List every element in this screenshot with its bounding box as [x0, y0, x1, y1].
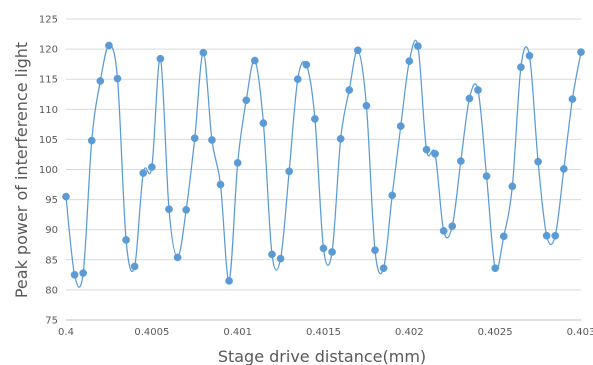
- data-point: [379, 264, 388, 273]
- data-point: [353, 46, 362, 55]
- data-point: [542, 231, 551, 240]
- x-tick-label: 0.4005: [134, 327, 169, 338]
- data-point: [371, 246, 379, 255]
- y-tick-label: 80: [45, 285, 58, 296]
- data-point: [302, 60, 311, 69]
- y-tick-label: 105: [39, 135, 58, 146]
- data-point: [182, 205, 191, 214]
- gridlines: [66, 18, 581, 291]
- data-point: [439, 227, 448, 235]
- tick-labels: 75 80 85 90 95 100 105 110 115 120 125 0.4 0.4005 0.4…: [39, 15, 593, 339]
- data-point: [388, 191, 397, 200]
- data-point: [70, 271, 79, 279]
- data-point: [242, 96, 251, 105]
- data-point: [139, 169, 148, 177]
- data-point: [491, 264, 500, 273]
- y-tick-label: 115: [39, 75, 58, 86]
- data-point: [508, 182, 517, 191]
- data-point: [199, 48, 208, 57]
- data-point: [122, 236, 130, 244]
- x-tick-label: 0.4025: [478, 327, 513, 338]
- data-point: [293, 75, 302, 84]
- data-point: [474, 86, 482, 94]
- data-point: [525, 51, 534, 60]
- y-tick-label: 120: [39, 45, 58, 56]
- data-point: [225, 277, 233, 285]
- data-point: [336, 134, 345, 143]
- data-point: [499, 232, 508, 241]
- data-point: [190, 134, 199, 143]
- data-point: [568, 95, 577, 103]
- data-point: [422, 145, 431, 154]
- data-point: [105, 41, 113, 50]
- data-point: [156, 54, 165, 63]
- data-point: [216, 180, 225, 189]
- series-layer: [62, 39, 585, 288]
- x-tick-label: 0.4: [58, 327, 74, 338]
- data-point: [465, 94, 474, 103]
- y-tick-label: 110: [39, 105, 58, 116]
- data-point: [173, 253, 182, 262]
- data-point: [362, 101, 371, 110]
- data-point: [328, 248, 336, 256]
- data-point: [165, 205, 173, 214]
- y-tick-label: 75: [45, 316, 58, 327]
- data-point: [482, 172, 491, 180]
- data-point: [311, 115, 319, 123]
- data-point: [113, 74, 122, 83]
- data-point: [208, 136, 216, 144]
- y-tick-label: 85: [45, 255, 58, 266]
- data-point: [130, 262, 139, 271]
- data-point: [559, 165, 568, 173]
- y-tick-label: 100: [39, 165, 58, 176]
- data-point: [405, 57, 414, 65]
- data-point: [259, 119, 268, 128]
- data-point: [448, 222, 457, 230]
- data-point: [319, 244, 328, 253]
- data-point: [414, 42, 422, 50]
- data-point: [147, 163, 156, 171]
- x-tick-label: 0.401: [223, 327, 252, 338]
- data-point: [551, 231, 560, 240]
- data-point: [96, 77, 105, 85]
- data-point: [233, 159, 242, 167]
- y-tick-label: 90: [45, 225, 58, 236]
- data-point: [345, 86, 354, 94]
- x-tick-label: 0.402: [395, 327, 424, 338]
- y-tick-label: 95: [45, 195, 58, 206]
- data-point: [268, 250, 276, 259]
- data-point: [285, 167, 294, 176]
- data-point: [276, 254, 285, 263]
- data-point: [456, 157, 465, 165]
- data-point: [250, 56, 259, 65]
- y-axis-title: Peak power of interference light: [12, 42, 31, 298]
- data-point: [62, 192, 70, 201]
- x-tick-label: 0.403: [567, 327, 593, 338]
- data-point: [431, 150, 439, 158]
- x-tick-label: 0.4015: [306, 327, 341, 338]
- data-point: [79, 269, 88, 277]
- y-tick-label: 125: [39, 15, 58, 26]
- data-point: [577, 48, 585, 56]
- x-axis-title: Stage drive distance(mm): [218, 347, 426, 365]
- data-point: [396, 122, 405, 131]
- data-point: [534, 157, 542, 166]
- data-point: [87, 136, 96, 145]
- data-point: [517, 63, 525, 72]
